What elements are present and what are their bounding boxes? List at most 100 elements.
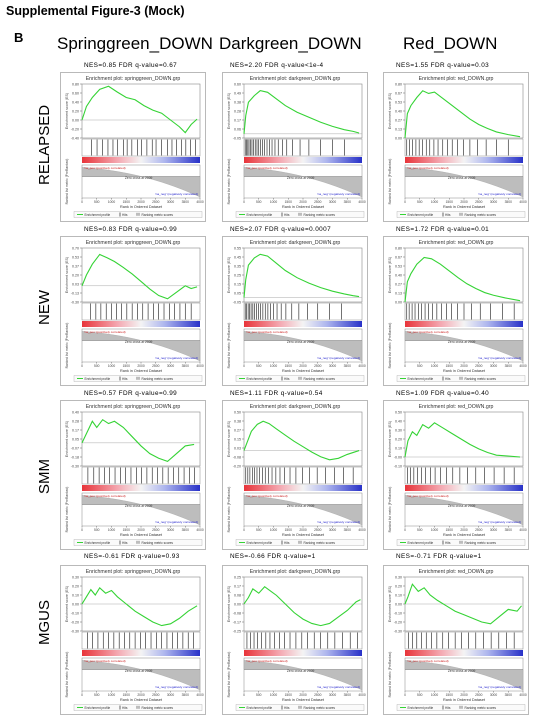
x-tick-label: 2000 [137, 528, 145, 532]
stat-label: NES=-0.61 FDR q-value=0.93 [84, 553, 180, 560]
negative-label: 'na_neg' (negatively correlated) [155, 192, 198, 196]
x-tick-label: 2000 [137, 693, 145, 697]
es-tick-label: -0.08 [233, 456, 241, 460]
x-tick-label: 2000 [299, 364, 307, 368]
x-tick-label: 2500 [475, 200, 483, 204]
x-tick-label: 500 [256, 693, 262, 697]
metric-axis-label: Ranked list metric (PreRanked) [227, 323, 231, 369]
es-tick-label: 0.05 [234, 292, 241, 296]
x-tick-label: 3500 [344, 528, 352, 532]
x-tick-label: 1000 [270, 528, 278, 532]
x-tick-label: 1500 [446, 364, 454, 368]
x-tick-label: 2500 [314, 200, 322, 204]
x-tick-label: 1000 [108, 693, 116, 697]
es-tick-label: 0.20 [72, 110, 79, 114]
gsea-panel: Enrichment plot: red_DOWN.grp 0.00 0.13 0.2… [383, 236, 529, 391]
es-axis-label: Enrichment score (ES) [227, 93, 231, 129]
x-tick-label: 1500 [285, 200, 293, 204]
x-tick-label: 3000 [490, 364, 498, 368]
x-tick-label: 3000 [490, 528, 498, 532]
es-tick-label: 0.45 [234, 256, 241, 260]
gsea-panel: Enrichment plot: springgreen_DOWN.grp -0.… [60, 565, 206, 720]
stat-label: NES=-0.71 FDR q-value=1 [396, 553, 482, 560]
x-tick-label: 0 [81, 200, 83, 204]
x-tick-label: 2500 [152, 693, 160, 697]
es-tick-label: 0.55 [234, 247, 241, 251]
es-tick-label: -0.10 [394, 465, 402, 469]
es-tick-label: 0.20 [395, 585, 402, 589]
x-tick-label: 2000 [299, 200, 307, 204]
zero-cross-label: Zero cross at 2009 [125, 340, 153, 344]
gsea-panel: Enrichment plot: red_DOWN.grp -0.10 -0.00 0… [383, 400, 529, 555]
positive-label: 'na_pos' (positively correlated) [246, 330, 288, 334]
row-header-mgus: MGUS [36, 600, 53, 645]
es-tick-label: 0.30 [72, 576, 79, 580]
es-tick-label: -0.30 [394, 630, 402, 634]
x-tick-label: 500 [417, 364, 423, 368]
x-tick-label: 500 [94, 693, 100, 697]
enrichment-title: Enrichment plot: springgreen_DOWN.grp [86, 240, 181, 246]
legend-es: Enrichment profile [247, 377, 273, 381]
x-tick-label: 1000 [108, 528, 116, 532]
es-tick-label: 0.10 [395, 447, 402, 451]
metric-axis-label: Ranked list metric (PreRanked) [65, 323, 69, 369]
legend-metric: Ranking metric scores [142, 377, 174, 381]
x-tick-label: 0 [243, 528, 245, 532]
es-tick-label: 0.10 [72, 594, 79, 598]
es-tick-label: -0.05 [233, 301, 241, 305]
legend-metric-swatch [298, 705, 302, 709]
x-tick-label: 3000 [167, 200, 175, 204]
metric-axis-label: Ranked list metric (PreRanked) [388, 652, 392, 698]
es-axis-label: Enrichment score (ES) [227, 586, 231, 622]
x-tick-label: 2500 [314, 693, 322, 697]
es-axis-label: Enrichment score (ES) [65, 93, 69, 129]
x-tick-label: 1500 [285, 693, 293, 697]
x-tick-label: 500 [94, 528, 100, 532]
x-tick-label: 1500 [446, 200, 454, 204]
x-tick-label: 4000 [519, 200, 527, 204]
es-axis-label: Enrichment score (ES) [65, 586, 69, 622]
enrichment-title: Enrichment plot: darkgreen_DOWN.grp [250, 240, 341, 246]
es-tick-label: -0.18 [71, 456, 79, 460]
stat-label: NES=0.83 FDR q-value=0.99 [84, 226, 178, 233]
negative-label: 'na_neg' (negatively correlated) [478, 356, 521, 360]
gsea-plot: Enrichment plot: springgreen_DOWN.grp -0.… [60, 565, 206, 715]
legend-hits: Hits [445, 377, 451, 381]
x-tick-label: 3500 [505, 528, 513, 532]
x-tick-label: 0 [243, 693, 245, 697]
legend-es: Enrichment profile [247, 541, 273, 545]
x-tick-label: 2000 [299, 528, 307, 532]
x-tick-label: 2500 [475, 693, 483, 697]
x-tick-label: 4000 [358, 528, 366, 532]
x-tick-label: 1500 [285, 528, 293, 532]
legend-hits: Hits [284, 213, 290, 217]
es-tick-label: 0.60 [72, 92, 79, 96]
panel-letter: B [14, 30, 24, 45]
x-tick-label: 0 [81, 528, 83, 532]
es-tick-label: -0.10 [71, 612, 79, 616]
legend-es: Enrichment profile [85, 541, 111, 545]
x-axis-label: Rank in Ordered Dataset [443, 698, 486, 702]
legend-hits: Hits [122, 213, 128, 217]
row-header-new: NEW [36, 290, 53, 325]
column-header-red: Red_DOWN [403, 34, 498, 53]
enrichment-title: Enrichment plot: red_DOWN.grp [419, 240, 494, 246]
positive-label: 'na_pos' (positively correlated) [246, 494, 288, 498]
legend-es: Enrichment profile [408, 377, 434, 381]
es-tick-label: 0.40 [72, 411, 79, 415]
metric-axis-label: Ranked list metric (PreRanked) [388, 323, 392, 369]
es-tick-label: -0.40 [71, 137, 79, 141]
es-tick-label: 0.70 [72, 247, 79, 251]
positive-label: 'na_pos' (positively correlated) [84, 166, 126, 170]
legend-metric-swatch [459, 540, 463, 544]
es-axis-label: Enrichment score (ES) [227, 421, 231, 457]
x-tick-label: 0 [404, 693, 406, 697]
es-tick-label: 0.40 [395, 420, 402, 424]
x-axis-label: Rank in Ordered Dataset [120, 533, 163, 537]
es-tick-label: 0.80 [395, 83, 402, 87]
es-tick-label: -0.10 [394, 612, 402, 616]
column-header-darkgreen: Darkgreen_DOWN [219, 34, 362, 53]
es-tick-label: 0.50 [234, 411, 241, 415]
stat-label: NES=1.09 FDR q-value=0.40 [396, 390, 490, 397]
x-tick-label: 2500 [152, 364, 160, 368]
